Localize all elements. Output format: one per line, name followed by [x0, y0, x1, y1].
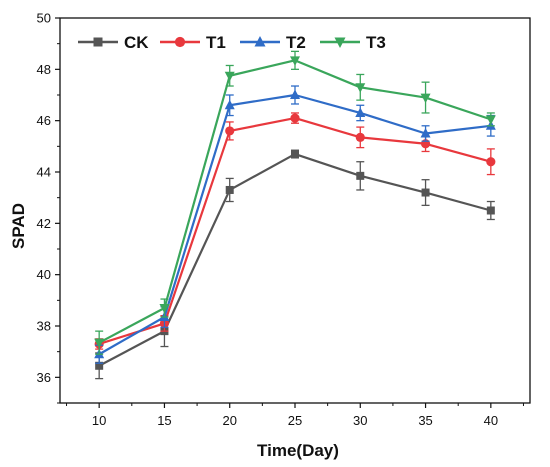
legend-item-ck: CK: [78, 33, 149, 52]
y-axis-title: SPAD: [9, 203, 28, 249]
legend-item-t1: T1: [160, 33, 226, 52]
legend-item-t3: T3: [320, 33, 386, 52]
data-point: [224, 71, 235, 82]
x-tick-label: 35: [418, 413, 432, 428]
legend-label: T3: [366, 33, 386, 52]
legend-label: T1: [206, 33, 226, 52]
series-t3: [94, 50, 496, 355]
data-point: [356, 171, 365, 180]
x-tick-label: 25: [288, 413, 302, 428]
legend-marker: [174, 36, 186, 48]
x-tick-label: 15: [157, 413, 171, 428]
data-point: [224, 99, 235, 110]
data-point: [420, 93, 431, 104]
data-point: [420, 128, 431, 138]
y-tick-label: 44: [37, 165, 51, 180]
data-point: [290, 89, 300, 99]
y-tick-label: 50: [37, 11, 51, 26]
x-tick-label: 40: [484, 413, 498, 428]
data-point: [486, 206, 495, 215]
x-tick-label: 30: [353, 413, 367, 428]
legend-label: T2: [286, 33, 306, 52]
data-point: [159, 304, 170, 314]
data-point: [355, 132, 365, 142]
legend-marker: [93, 37, 103, 47]
data-point: [291, 150, 299, 159]
y-tick-label: 36: [37, 370, 51, 385]
x-tick-label: 20: [222, 413, 236, 428]
plot-frame: [59, 17, 531, 404]
series-line: [98, 152, 492, 367]
data-point: [485, 115, 496, 125]
y-tick-label: 42: [37, 216, 51, 231]
axis-ticks: 10 15 20 25 30 35 40 36 38 40 42 44 46 48 50: [37, 11, 524, 428]
legend: CK T1 T2 T3: [78, 33, 386, 52]
series-line: [98, 93, 491, 356]
data-point: [225, 126, 235, 136]
y-tick-label: 40: [37, 267, 51, 282]
data-point: [486, 157, 496, 167]
data-point: [355, 83, 366, 93]
plot-marks: [94, 50, 496, 380]
data-point: [355, 107, 366, 117]
data-point: [290, 113, 300, 123]
legend-marker: [254, 36, 266, 47]
data-point: [95, 361, 104, 370]
x-axis-title: Time(Day): [257, 441, 339, 460]
series-t2: [94, 85, 496, 364]
legend-label: CK: [124, 33, 149, 52]
series-ck: [95, 149, 495, 380]
y-tick-label: 46: [37, 113, 51, 128]
legend-marker: [334, 37, 346, 48]
legend-item-t2: T2: [240, 33, 306, 52]
data-point: [94, 338, 105, 349]
x-tick-label: 10: [92, 413, 106, 428]
data-point: [421, 188, 430, 197]
data-point: [290, 56, 300, 66]
y-tick-label: 38: [37, 319, 51, 334]
data-point: [225, 185, 234, 194]
y-tick-label: 48: [37, 62, 51, 77]
